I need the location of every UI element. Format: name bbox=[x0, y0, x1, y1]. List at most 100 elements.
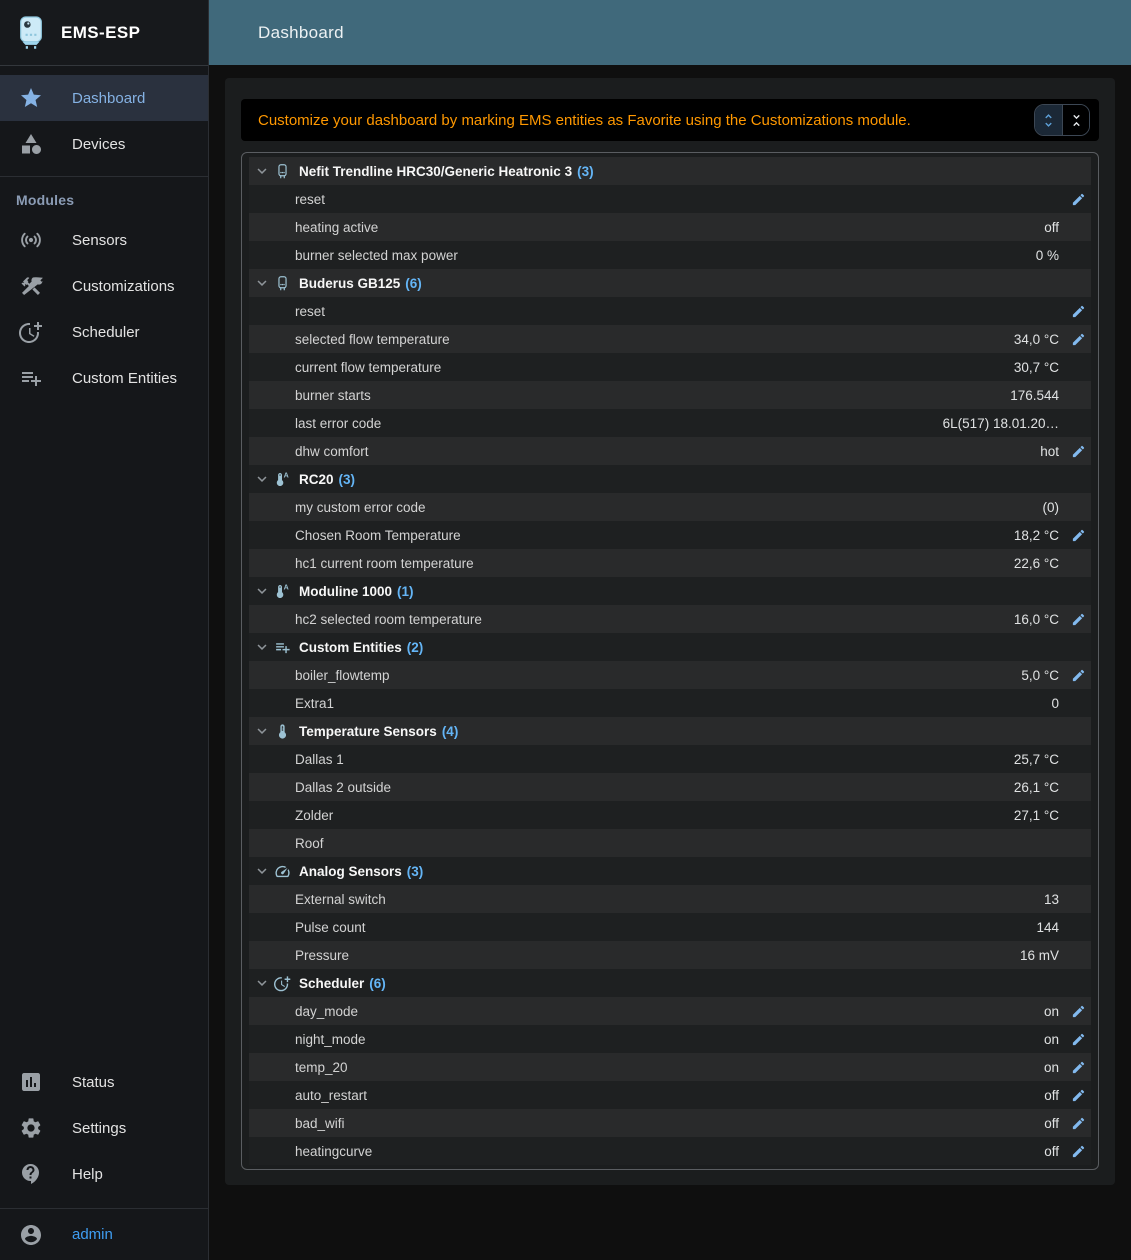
sidebar-item-devices[interactable]: Devices bbox=[0, 121, 208, 167]
edit-button[interactable] bbox=[1070, 1087, 1086, 1103]
analytics-icon bbox=[19, 1070, 43, 1094]
entity-value: (0) bbox=[1042, 499, 1060, 515]
sidebar-item-sensors[interactable]: Sensors bbox=[0, 217, 208, 263]
unfold-less-icon bbox=[1068, 112, 1085, 129]
entity-row-hc1-current-room-temperature: hc1 current room temperature 22,6 °C bbox=[249, 549, 1091, 577]
entity-row-selected-flow-temperature: selected flow temperature 34,0 °C bbox=[249, 325, 1091, 353]
chevron-down-icon[interactable] bbox=[253, 470, 271, 488]
expand-collapse-button-group bbox=[1034, 104, 1090, 136]
unfold-more-icon bbox=[1040, 112, 1057, 129]
entity-label: selected flow temperature bbox=[295, 331, 450, 347]
edit-button[interactable] bbox=[1070, 191, 1086, 207]
sidebar-item-scheduler[interactable]: Scheduler bbox=[0, 309, 208, 355]
group-row-temperature-sensors[interactable]: Temperature Sensors (4) bbox=[249, 717, 1091, 745]
help-icon bbox=[19, 1162, 43, 1186]
group-row-analog-sensors[interactable]: Analog Sensors (3) bbox=[249, 857, 1091, 885]
chevron-down-icon[interactable] bbox=[253, 274, 271, 292]
edit-icon bbox=[1071, 1004, 1086, 1019]
edit-button[interactable] bbox=[1070, 1003, 1086, 1019]
group-row-scheduler[interactable]: Scheduler (6) bbox=[249, 969, 1091, 997]
sidebar-item-label: Devices bbox=[72, 135, 126, 153]
app-bar: Dashboard bbox=[209, 0, 1131, 65]
star-icon bbox=[19, 86, 43, 110]
sidebar-item-admin[interactable]: admin bbox=[0, 1208, 208, 1260]
chevron-down-icon[interactable] bbox=[253, 162, 271, 180]
entity-label: Pulse count bbox=[295, 919, 366, 935]
sidebar-item-dashboard[interactable]: Dashboard bbox=[0, 75, 208, 121]
chevron-down-icon[interactable] bbox=[253, 862, 271, 880]
entity-label: External switch bbox=[295, 891, 386, 907]
sidebar-item-status[interactable]: Status bbox=[0, 1059, 208, 1105]
edit-slot-empty bbox=[1070, 387, 1086, 403]
edit-slot-empty bbox=[1070, 947, 1086, 963]
edit-icon bbox=[1071, 1116, 1086, 1131]
boiler-logo-icon bbox=[16, 15, 46, 50]
group-row-moduline-1000[interactable]: A Moduline 1000 (1) bbox=[249, 577, 1091, 605]
group-row-nefit-trendline-hrc30-generic-heatronic-3[interactable]: Nefit Trendline HRC30/Generic Heatronic … bbox=[249, 157, 1091, 185]
group-row-buderus-gb125[interactable]: Buderus GB125 (6) bbox=[249, 269, 1091, 297]
edit-button[interactable] bbox=[1070, 1143, 1086, 1159]
edit-button[interactable] bbox=[1070, 1031, 1086, 1047]
entity-row-zolder: Zolder 27,1 °C bbox=[249, 801, 1091, 829]
edit-button[interactable] bbox=[1070, 303, 1086, 319]
boiler-icon bbox=[274, 275, 291, 292]
entity-value: 30,7 °C bbox=[1013, 359, 1059, 375]
entity-label: Pressure bbox=[295, 947, 350, 963]
group-row-rc20[interactable]: A RC20 (3) bbox=[249, 465, 1091, 493]
entity-label: heatingcurve bbox=[295, 1143, 373, 1159]
entity-row-dallas-2-outside: Dallas 2 outside 26,1 °C bbox=[249, 773, 1091, 801]
sidebar-item-customizations[interactable]: Customizations bbox=[0, 263, 208, 309]
dashboard-card: Customize your dashboard by marking EMS … bbox=[225, 78, 1115, 1185]
entity-row-external-switch: External switch 13 bbox=[249, 885, 1091, 913]
edit-button[interactable] bbox=[1070, 443, 1086, 459]
edit-icon bbox=[1071, 1144, 1086, 1159]
chevron-down-icon[interactable] bbox=[253, 638, 271, 656]
collapse-all-button[interactable] bbox=[1062, 105, 1089, 135]
entity-row-my-custom-error-code: my custom error code (0) bbox=[249, 493, 1091, 521]
chevron-down-icon[interactable] bbox=[253, 722, 271, 740]
account-circle-icon bbox=[19, 1223, 43, 1247]
entity-label: reset bbox=[295, 191, 326, 207]
edit-button[interactable] bbox=[1070, 527, 1086, 543]
expand-all-button[interactable] bbox=[1035, 105, 1062, 135]
entity-value: 13 bbox=[1043, 891, 1059, 907]
entity-label: boiler_flowtemp bbox=[295, 667, 390, 683]
edit-slot-empty bbox=[1070, 751, 1086, 767]
chevron-down-icon[interactable] bbox=[253, 974, 271, 992]
entity-label: reset bbox=[295, 303, 326, 319]
group-count: (2) bbox=[406, 639, 424, 655]
sidebar-item-settings[interactable]: Settings bbox=[0, 1105, 208, 1151]
edit-button[interactable] bbox=[1070, 667, 1086, 683]
entity-value: on bbox=[1043, 1003, 1059, 1019]
sidebar-nav-modules: Sensors Customizations Scheduler Custom Ent… bbox=[0, 217, 208, 401]
edit-button[interactable] bbox=[1070, 1115, 1086, 1131]
edit-button[interactable] bbox=[1070, 1059, 1086, 1075]
edit-slot-empty bbox=[1070, 247, 1086, 263]
entity-label: my custom error code bbox=[295, 499, 426, 515]
entity-value: 176.544 bbox=[1010, 387, 1059, 403]
group-row-custom-entities[interactable]: Custom Entities (2) bbox=[249, 633, 1091, 661]
thermostat-auto-icon: A bbox=[274, 471, 291, 488]
edit-slot-empty bbox=[1070, 555, 1086, 571]
chevron-down-icon[interactable] bbox=[253, 582, 271, 600]
group-count: (4) bbox=[441, 723, 459, 739]
entity-label: Zolder bbox=[295, 807, 334, 823]
user-label: admin bbox=[72, 1226, 113, 1243]
group-title: RC20 bbox=[299, 471, 334, 487]
edit-slot-empty bbox=[1070, 359, 1086, 375]
playlist-add-icon bbox=[19, 366, 43, 390]
group-count: (3) bbox=[406, 863, 424, 879]
sidebar-item-custom-entities[interactable]: Custom Entities bbox=[0, 355, 208, 401]
entity-label: current flow temperature bbox=[295, 359, 442, 375]
entity-row-reset: reset bbox=[249, 297, 1091, 325]
entity-value: 18,2 °C bbox=[1013, 527, 1059, 543]
entity-value: off bbox=[1044, 1143, 1059, 1159]
sidebar-item-help[interactable]: Help bbox=[0, 1151, 208, 1197]
svg-text:A: A bbox=[284, 583, 289, 591]
edit-button[interactable] bbox=[1070, 331, 1086, 347]
edit-icon bbox=[1071, 1032, 1086, 1047]
entity-row-pressure: Pressure 16 mV bbox=[249, 941, 1091, 969]
edit-button[interactable] bbox=[1070, 611, 1086, 627]
entity-tree-table: Nefit Trendline HRC30/Generic Heatronic … bbox=[241, 152, 1099, 1170]
thermometer-icon bbox=[274, 723, 291, 740]
